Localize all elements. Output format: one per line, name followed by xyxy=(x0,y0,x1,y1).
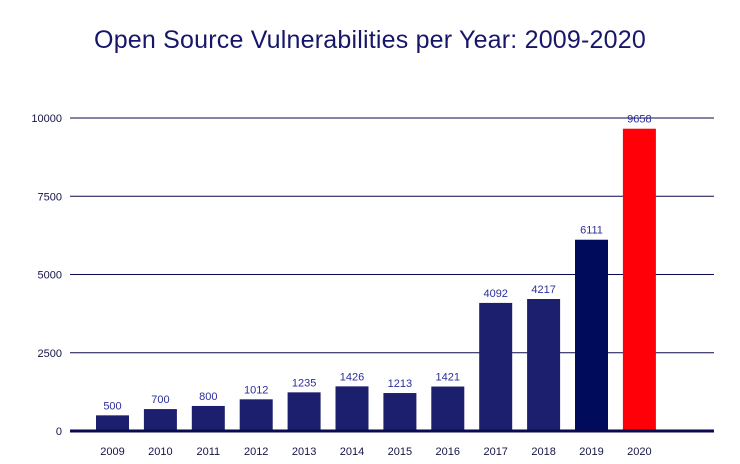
x-tick-label: 2017 xyxy=(483,446,507,458)
data-label: 1213 xyxy=(388,378,412,390)
data-label: 4092 xyxy=(483,288,507,300)
x-tick-label: 2015 xyxy=(388,446,412,458)
x-tick-label: 2012 xyxy=(244,446,268,458)
y-tick-label: 10000 xyxy=(31,113,62,125)
data-label: 1235 xyxy=(292,377,316,389)
x-tick-label: 2011 xyxy=(196,446,220,458)
data-label: 9658 xyxy=(627,114,651,126)
x-tick-label: 2009 xyxy=(100,446,124,458)
y-tick-label: 0 xyxy=(56,426,62,438)
data-label: 1426 xyxy=(340,371,364,383)
data-label: 700 xyxy=(151,394,169,406)
x-tick-label: 2020 xyxy=(627,446,651,458)
x-tick-label: 2018 xyxy=(531,446,555,458)
data-label: 500 xyxy=(103,400,121,412)
bar xyxy=(239,399,273,431)
y-tick-label: 7500 xyxy=(38,191,62,203)
bar xyxy=(335,386,369,431)
data-label: 4217 xyxy=(531,284,555,296)
bar xyxy=(575,239,608,431)
y-tick-label: 2500 xyxy=(38,348,62,360)
bar xyxy=(383,393,417,431)
data-label: 800 xyxy=(199,391,217,403)
bar xyxy=(479,302,513,431)
chart-title: Open Source Vulnerabilities per Year: 20… xyxy=(94,26,646,54)
x-tick-label: 2010 xyxy=(148,446,172,458)
bar xyxy=(287,392,321,431)
bar xyxy=(431,386,465,431)
x-tick-label: 2019 xyxy=(579,446,603,458)
bar xyxy=(527,299,561,431)
x-tick-label: 2016 xyxy=(436,446,460,458)
data-label: 6111 xyxy=(580,225,603,237)
data-label: 1012 xyxy=(244,384,268,396)
x-tick-label: 2014 xyxy=(340,446,364,458)
data-label: 1421 xyxy=(436,372,460,384)
bar xyxy=(96,415,129,431)
bar xyxy=(191,405,225,431)
x-tick-label: 2013 xyxy=(292,446,316,458)
y-tick-label: 5000 xyxy=(38,270,62,282)
bar xyxy=(143,409,177,431)
bar xyxy=(622,128,656,432)
